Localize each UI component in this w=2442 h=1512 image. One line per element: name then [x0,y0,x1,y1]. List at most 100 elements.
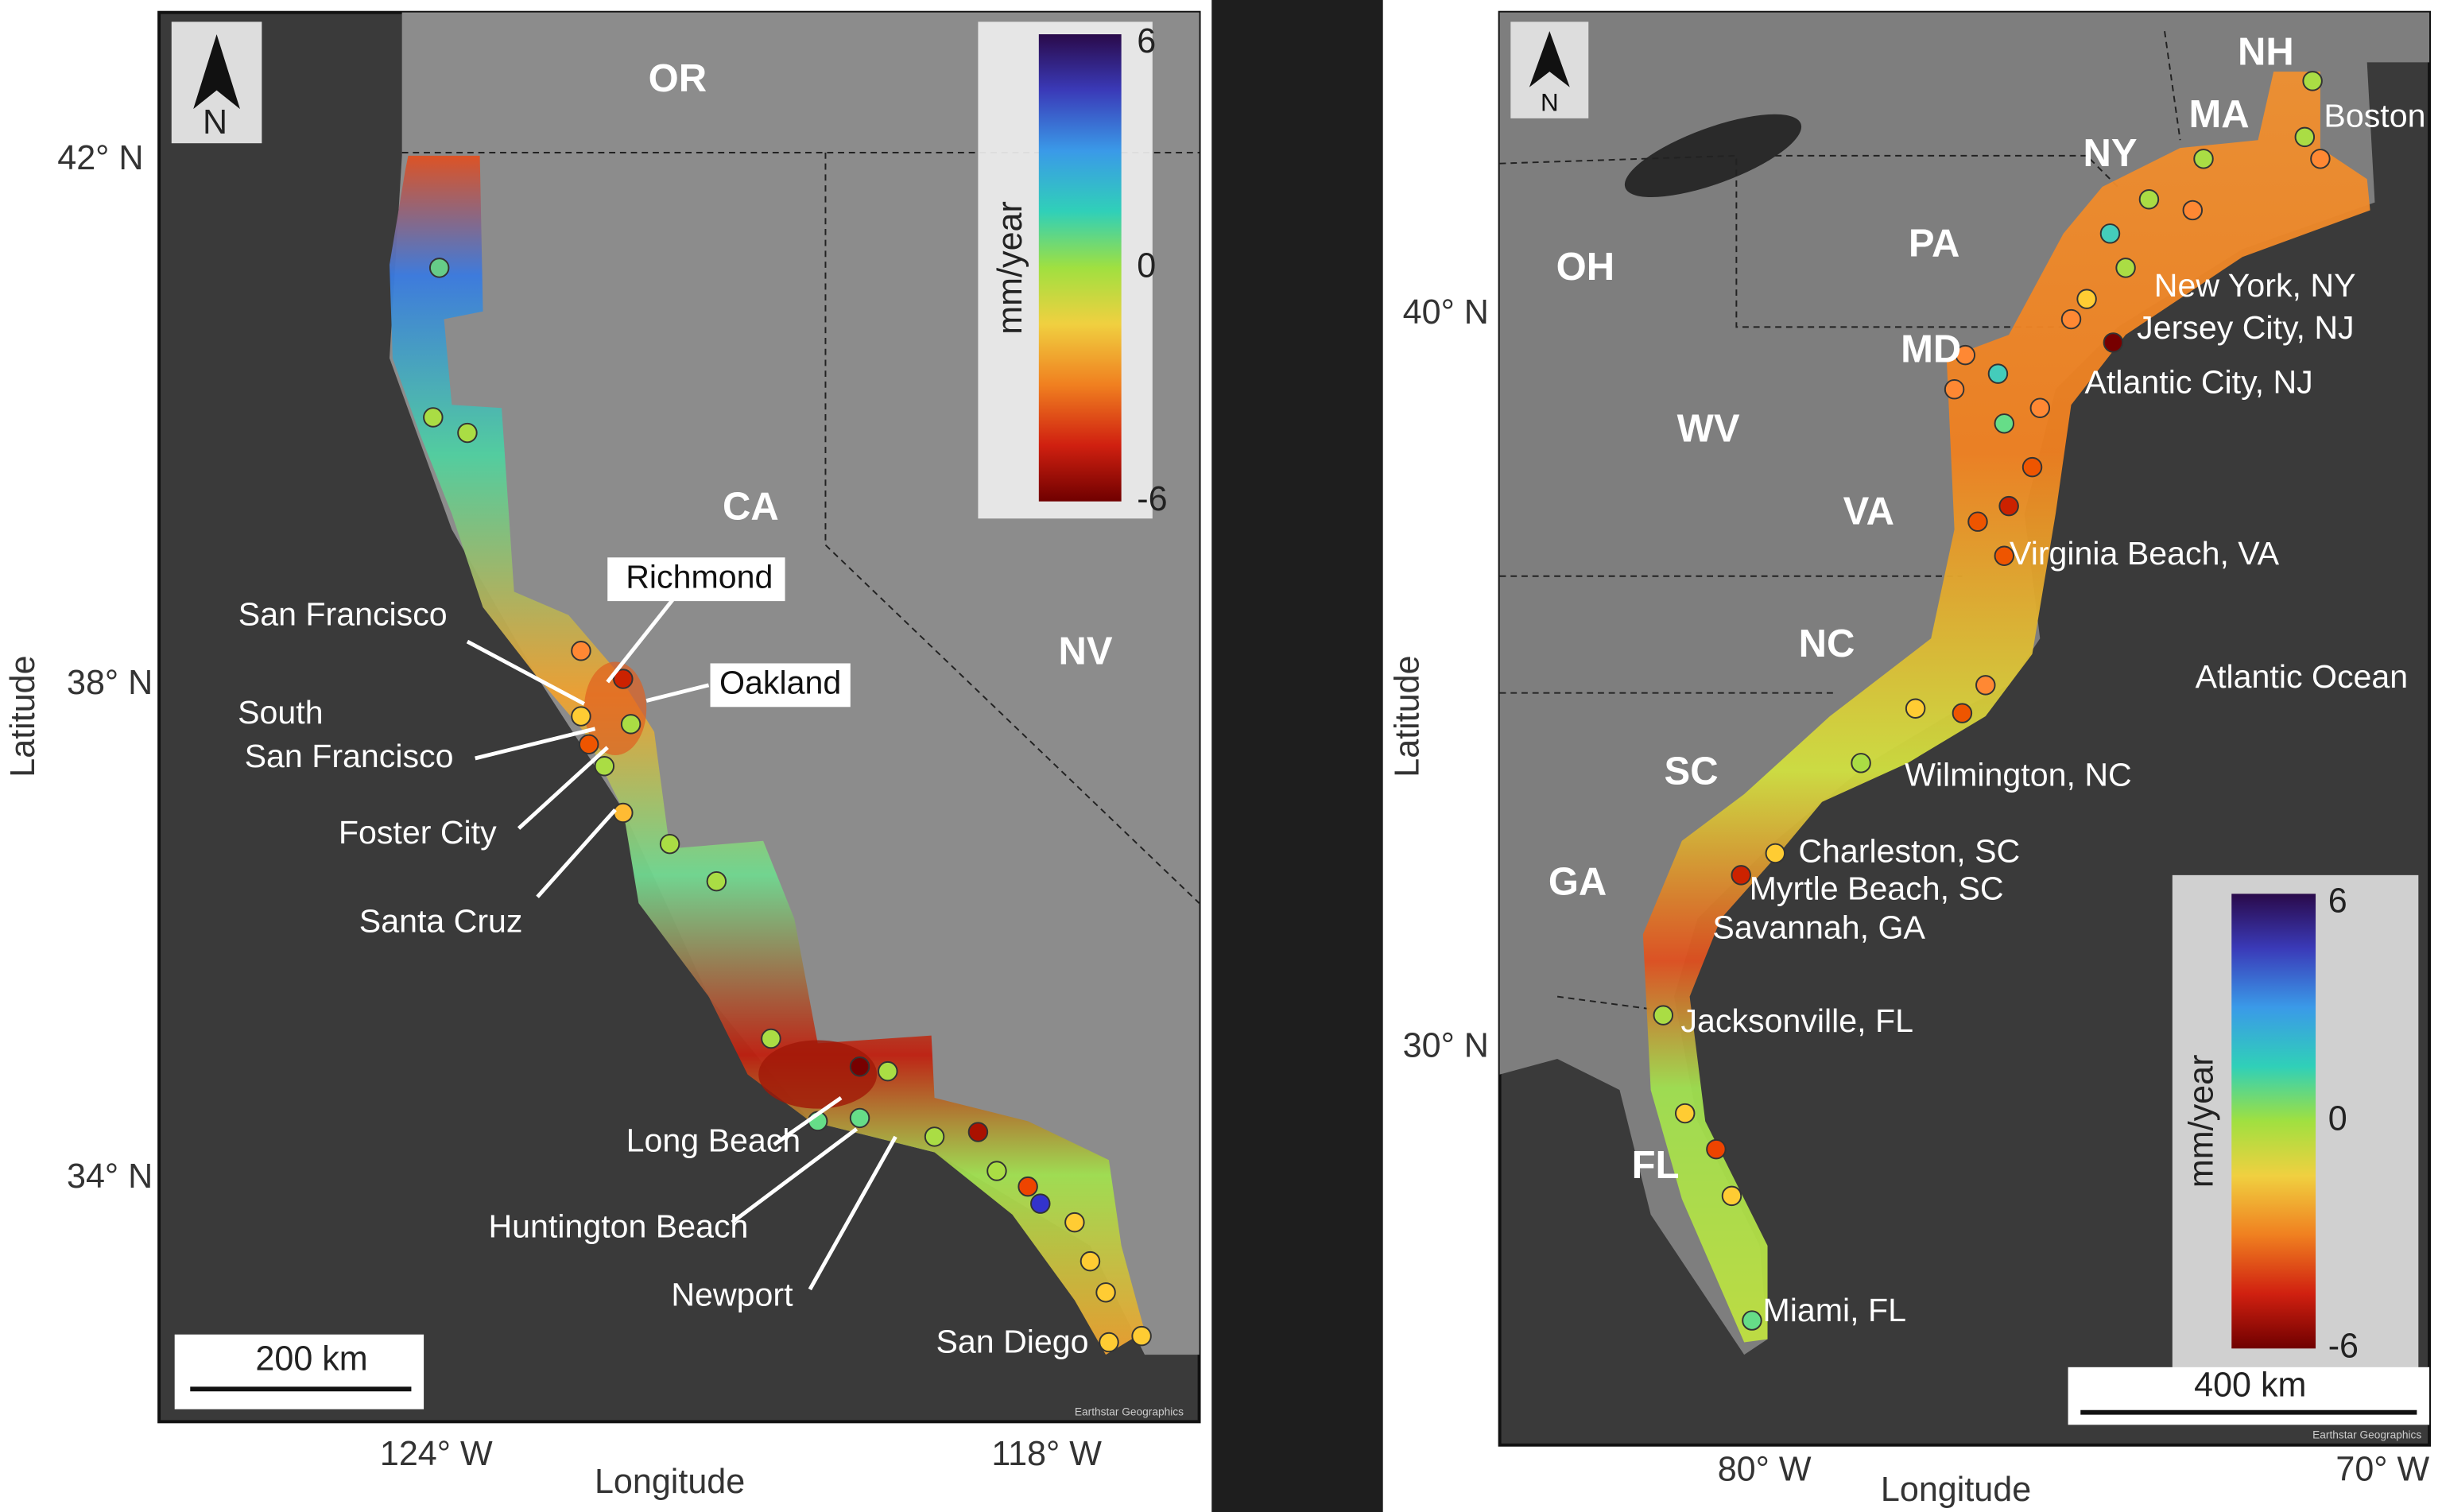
station [1721,1185,1742,1207]
station [706,870,727,892]
station [2060,308,2082,330]
station [571,706,591,727]
station [1080,1250,1101,1272]
colorbar-label: mm/year [991,201,1029,335]
station [423,407,444,428]
colorbar-tick: 6 [2328,882,2347,920]
station [2310,149,2331,169]
colorbar-tick: -6 [2328,1328,2359,1366]
station [1944,378,1965,400]
credit: Earthstar Geographics [1075,1405,1184,1417]
city-label: Jersey City, NJ [2137,309,2354,346]
station [1018,1176,1038,1197]
state: MD [1901,328,1961,371]
station [613,802,634,824]
state: OH [1556,246,1614,289]
state: WV [1677,408,1740,451]
station [1955,344,1976,366]
city-label: Richmond [626,559,773,595]
state: NV [1059,630,1113,673]
station [1994,413,2015,434]
city-label: San Francisco [245,738,454,774]
city-label: Miami, FL [1763,1292,1907,1328]
station [2182,200,2204,221]
city-label: Wilmington, NC [1905,756,2132,793]
station [620,714,642,735]
city-label: Newport [671,1277,793,1313]
state: CA [723,485,779,528]
lat-tick: 42° N [57,139,143,177]
state: OR [649,57,707,100]
colorbar-tick: 6 [1137,22,1156,60]
city-label: Huntington Beach [488,1208,748,1244]
city-label: Myrtle Beach, SC [1750,870,2004,906]
station [1731,865,1751,886]
city-label: Santa Cruz [359,902,523,939]
colorbar-label: mm/year [2182,1055,2220,1188]
station [1987,363,2009,384]
station [1095,1282,1116,1303]
state: PA [1909,222,1959,265]
state: NC [1799,622,1855,665]
station [2076,289,2097,309]
x-axis-label: Longitude [1881,1471,2031,1509]
station [2302,71,2323,91]
station [613,669,634,689]
state: MA [2189,93,2250,136]
station [1099,1332,1119,1353]
station [2115,258,2136,278]
city-label: South [238,694,323,731]
colorbar-tick: -6 [1137,480,1167,518]
lon-tick: 118° W [991,1435,1102,1473]
station [2029,397,2051,418]
lat-tick: 34° N [67,1157,153,1196]
station [659,833,680,855]
station [594,756,615,777]
north-label: N [1541,89,1559,117]
station [1952,703,1973,723]
state: FL [1632,1144,1680,1187]
state: SC [1665,750,1719,793]
station [1967,511,1988,532]
scale-bar: 400 km [2194,1367,2306,1405]
ocean-label: Atlantic Ocean [2196,658,2408,695]
station [878,1060,898,1082]
station [2138,188,2160,210]
station [761,1028,781,1049]
credit: Earthstar Geographics [2312,1429,2421,1441]
city-label: Boston [2324,98,2425,134]
east-map: mm/year 6 0 -6 N 400 km Earthstar Geogra… [1498,10,2431,1447]
station [1131,1325,1152,1347]
station [849,1107,870,1129]
city-label: San Francisco [238,596,448,633]
station [1851,753,1871,773]
station [849,1056,870,1077]
y-axis-label: Latitude [4,655,42,777]
station [571,641,591,661]
station [1998,495,2019,517]
station [1653,1005,1674,1025]
station [924,1126,945,1147]
north-label: N [203,103,227,142]
state: GA [1549,861,1607,904]
city-label: Charleston, SC [1798,832,2020,869]
y-axis-label: Latitude [1388,655,1426,777]
station [1674,1103,1696,1124]
city-label: Virginia Beach, VA [2010,535,2280,572]
city-label: Jacksonville, FL [1680,1002,1913,1039]
lat-tick: 38° N [67,664,153,702]
lat-tick: 30° N [1403,1027,1489,1065]
city-label: Foster City [339,814,497,851]
city-label: New York, NY [2154,267,2356,304]
station [1994,545,2015,567]
station [2103,332,2124,353]
gap [1211,0,1383,1512]
city-label: Long Beach [626,1122,801,1159]
station [578,734,599,755]
station [428,258,450,278]
station [2099,223,2121,244]
station [1064,1212,1085,1233]
station [967,1122,989,1142]
station [1905,698,1926,719]
